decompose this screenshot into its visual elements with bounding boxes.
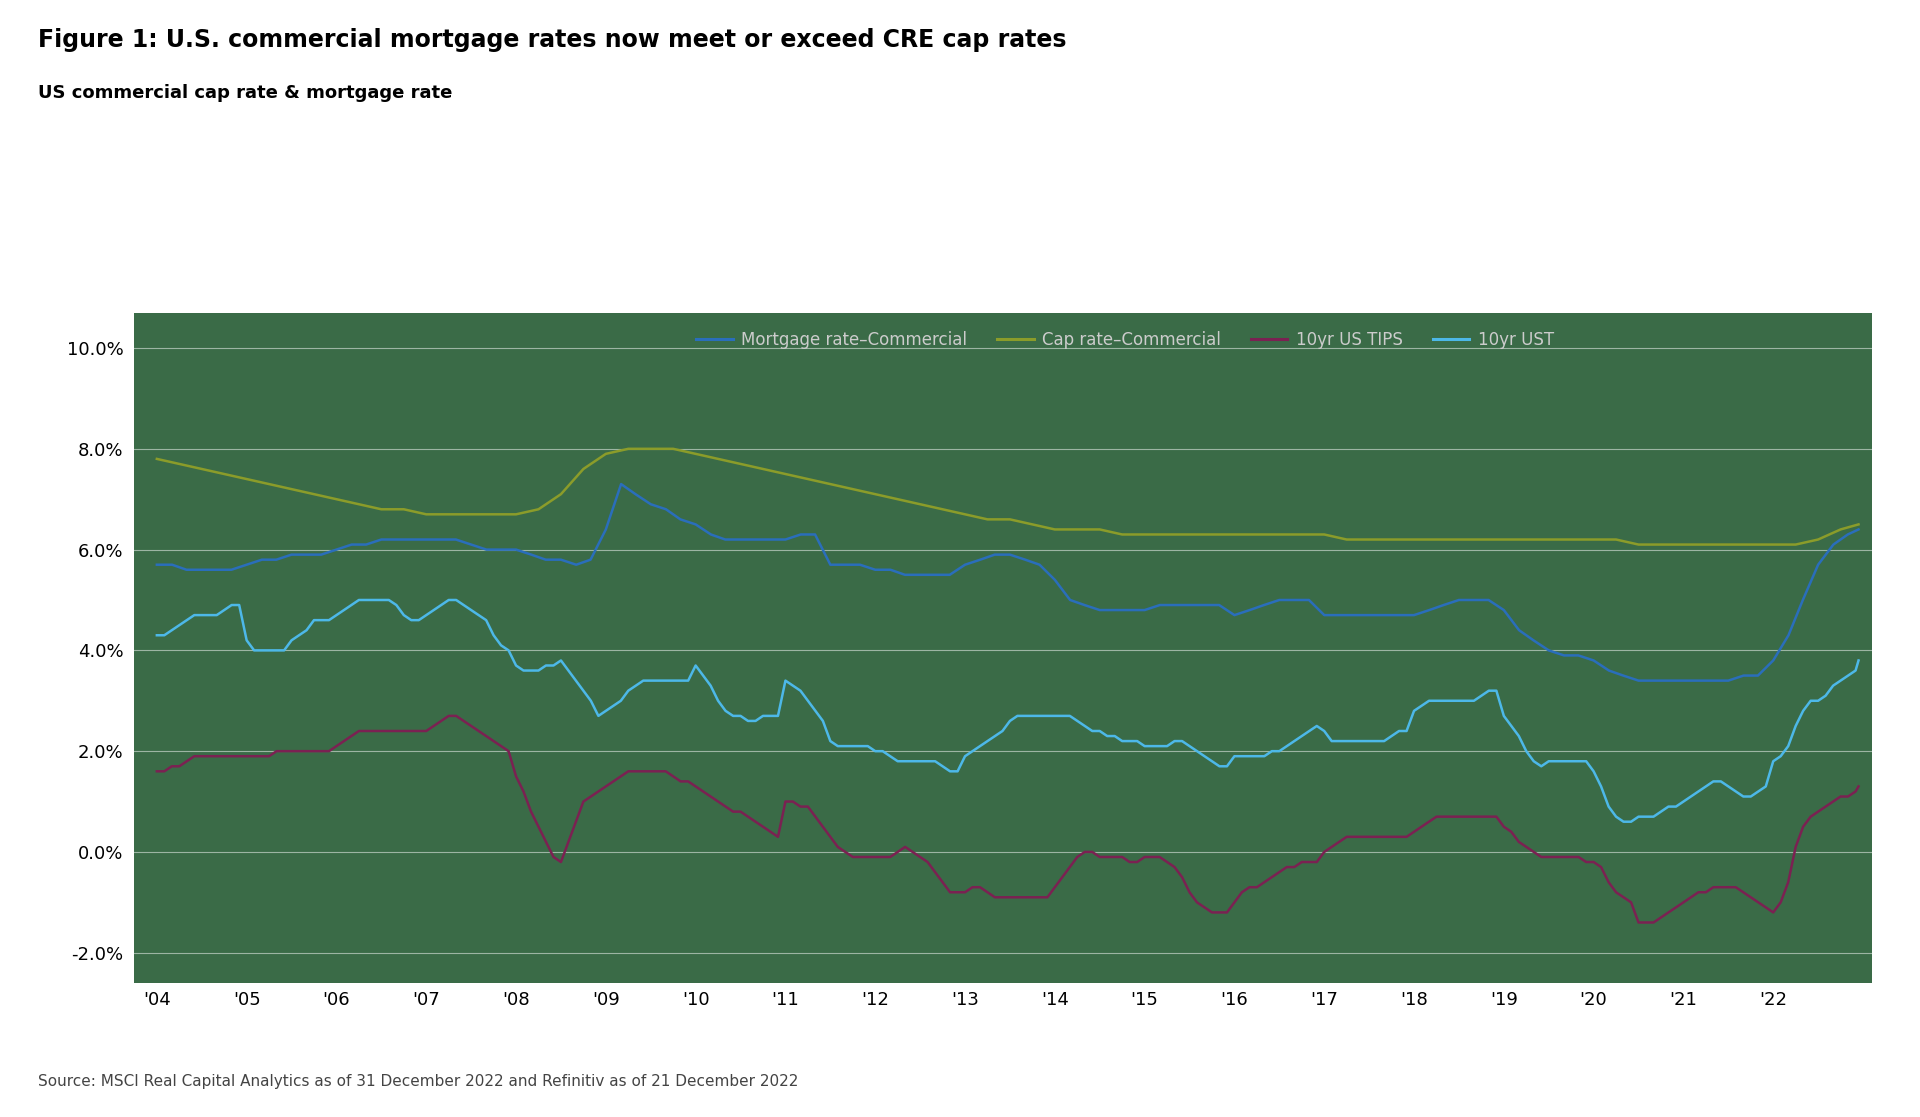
Text: US commercial cap rate & mortgage rate: US commercial cap rate & mortgage rate <box>38 84 453 102</box>
Text: Source: MSCI Real Capital Analytics as of 31 December 2022 and Refinitiv as of 2: Source: MSCI Real Capital Analytics as o… <box>38 1075 799 1089</box>
Legend: Mortgage rate–Commercial, Cap rate–Commercial, 10yr US TIPS, 10yr UST: Mortgage rate–Commercial, Cap rate–Comme… <box>689 324 1561 356</box>
Text: Figure 1: U.S. commercial mortgage rates now meet or exceed CRE cap rates: Figure 1: U.S. commercial mortgage rates… <box>38 28 1068 51</box>
